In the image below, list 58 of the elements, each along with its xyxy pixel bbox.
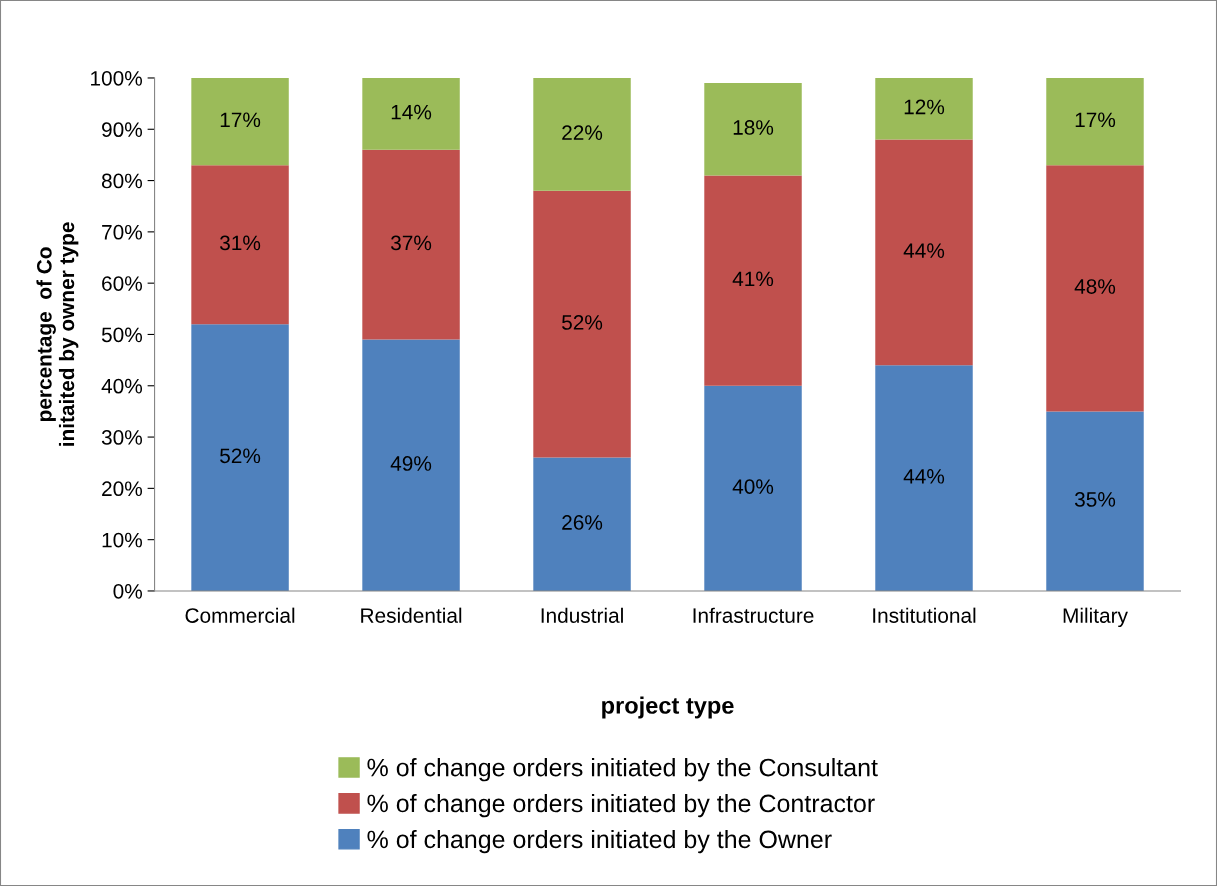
- y-tick-label: 100%: [91, 70, 143, 86]
- x-tick-label: Infrastructure: [693, 607, 814, 623]
- legend-label: % of change orders initiated by the Contractor: [367, 793, 875, 818]
- y-tick-label: 70%: [102, 224, 143, 240]
- data-label: 40%: [732, 479, 774, 494]
- x-tick-label: Residential: [361, 607, 462, 623]
- bar: [533, 457, 631, 591]
- bar: [362, 149, 460, 340]
- bar: [704, 175, 802, 386]
- y-tick-label: 80%: [101, 173, 143, 189]
- bar: [1046, 77, 1144, 166]
- data-label: 31%: [220, 235, 261, 251]
- data-label: 52%: [220, 448, 261, 464]
- data-label: 41%: [732, 271, 774, 287]
- bar: [875, 365, 973, 591]
- data-label: 48%: [1074, 279, 1116, 294]
- bar: [704, 83, 802, 176]
- x-tick-label: Institutional: [873, 607, 976, 623]
- y-tick-label: 50%: [101, 327, 143, 343]
- data-label: 17%: [220, 112, 261, 128]
- data-label: 37%: [390, 235, 432, 251]
- bar: [875, 139, 973, 366]
- bar: [704, 385, 802, 591]
- bar: [362, 77, 460, 150]
- data-label: 17%: [1075, 112, 1116, 128]
- data-label: 44%: [903, 243, 945, 258]
- y-tick-label: 0%: [113, 583, 143, 599]
- y-tick-label: 20%: [102, 481, 143, 497]
- data-label: 35%: [1074, 492, 1116, 507]
- bar: [362, 339, 460, 591]
- bar: [191, 165, 289, 325]
- bar: [533, 190, 631, 458]
- data-label: 12%: [904, 99, 945, 115]
- y-tick-label: 10%: [102, 532, 143, 548]
- x-axis-title: project type: [602, 696, 734, 719]
- y-tick-label: 90%: [102, 122, 143, 138]
- data-label: 44%: [903, 469, 945, 484]
- data-label: 18%: [733, 120, 774, 135]
- x-tick-label: Commercial: [185, 607, 295, 623]
- x-tick-label: Industrial: [541, 607, 623, 623]
- x-tick-label: Military: [1063, 607, 1128, 628]
- bar: [533, 77, 631, 191]
- data-label: 26%: [562, 515, 603, 530]
- bar: [1046, 411, 1144, 591]
- legend-label: % of change orders initiated by the Owner: [367, 829, 832, 854]
- data-label: 49%: [390, 456, 432, 471]
- y-axis-title: percentage of Co initaited by owner type: [36, 222, 79, 446]
- bar: [191, 324, 289, 591]
- y-tick-label: 60%: [102, 276, 143, 291]
- y-tick-label: 40%: [101, 378, 143, 394]
- data-label: 22%: [562, 125, 603, 140]
- legend-label: % of change orders initiated by the Consultant: [367, 758, 878, 782]
- bar: [1046, 165, 1144, 412]
- y-tick-label: 30%: [101, 430, 143, 445]
- bar: [875, 77, 973, 140]
- data-label: 14%: [391, 104, 432, 120]
- bar: [191, 77, 289, 166]
- data-label: 52%: [562, 315, 603, 330]
